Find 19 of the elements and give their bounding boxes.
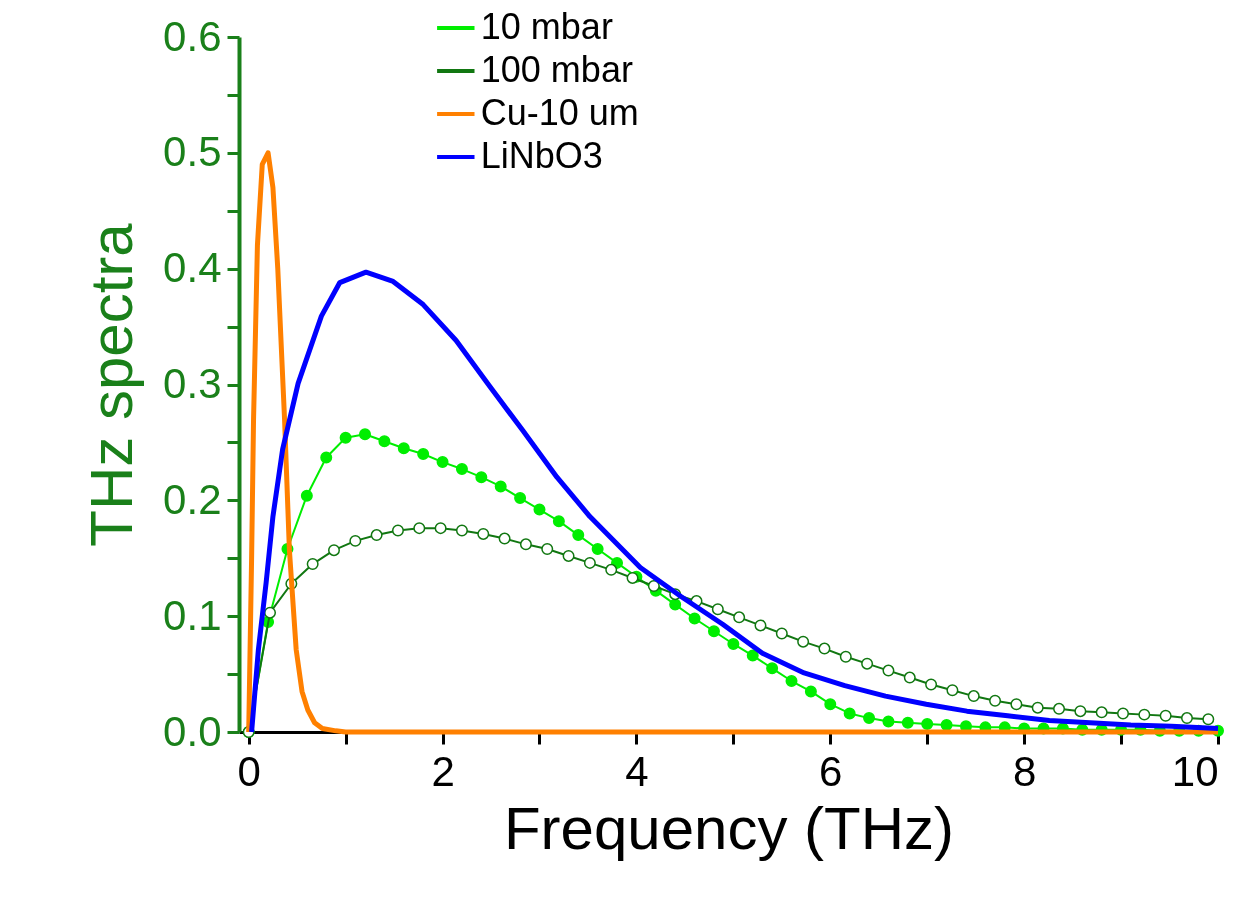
y-tick-label: 0.2 xyxy=(163,475,222,523)
y-tick-label: 0.4 xyxy=(163,244,222,292)
x-tick-label: 6 xyxy=(819,747,843,795)
legend-label: 10 mbar xyxy=(480,6,613,47)
legend-label: LiNbO3 xyxy=(480,135,603,176)
y-tick-label: 0.5 xyxy=(163,128,222,176)
x-tick-label: 10 xyxy=(1171,747,1219,795)
y-tick-label: 0.6 xyxy=(163,12,222,60)
y-axis-title: THz spectra xyxy=(78,222,146,547)
y-tick-label: 0.1 xyxy=(163,591,222,639)
x-axis-title: Frequency (THz) xyxy=(503,794,955,862)
x-tick-label: 4 xyxy=(625,747,649,795)
legend-label: 100 mbar xyxy=(480,49,633,90)
y-tick-label: 0.3 xyxy=(163,360,222,407)
x-tick-label: 0 xyxy=(237,747,261,795)
x-tick-label: 2 xyxy=(431,747,455,795)
legend-label: Cu-10 um xyxy=(480,92,639,133)
y-tick-label: 0.0 xyxy=(163,707,222,755)
x-tick-label: 8 xyxy=(1012,747,1037,795)
